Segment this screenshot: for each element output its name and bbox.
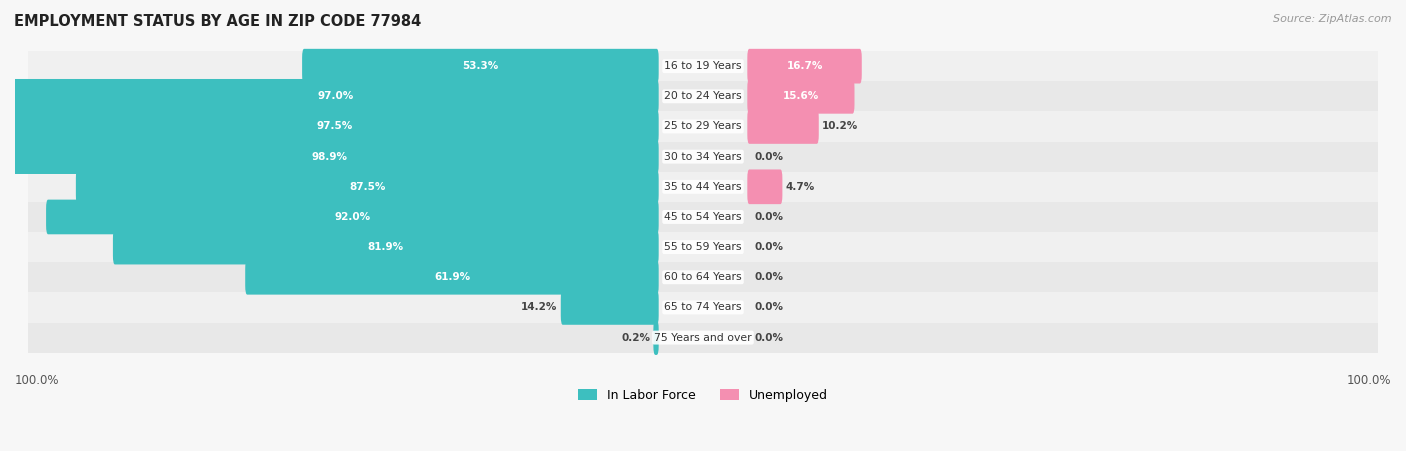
FancyBboxPatch shape [245, 260, 658, 295]
Text: 55 to 59 Years: 55 to 59 Years [664, 242, 742, 252]
Legend: In Labor Force, Unemployed: In Labor Force, Unemployed [572, 384, 834, 407]
Text: 65 to 74 Years: 65 to 74 Years [664, 303, 742, 313]
Text: 30 to 34 Years: 30 to 34 Years [664, 152, 742, 161]
Bar [28, 322, 1378, 353]
Bar [28, 292, 1378, 322]
Bar [28, 262, 1378, 292]
FancyBboxPatch shape [748, 109, 818, 144]
Text: 35 to 44 Years: 35 to 44 Years [664, 182, 742, 192]
FancyBboxPatch shape [76, 170, 658, 204]
Text: 4.7%: 4.7% [786, 182, 815, 192]
Bar [28, 111, 1378, 142]
Text: 75 Years and over: 75 Years and over [654, 332, 752, 343]
Bar [28, 142, 1378, 172]
Text: 0.0%: 0.0% [755, 212, 783, 222]
Text: 81.9%: 81.9% [368, 242, 404, 252]
Text: 45 to 54 Years: 45 to 54 Years [664, 212, 742, 222]
Text: Source: ZipAtlas.com: Source: ZipAtlas.com [1274, 14, 1392, 23]
Text: 16.7%: 16.7% [786, 61, 823, 71]
FancyBboxPatch shape [302, 49, 658, 83]
FancyBboxPatch shape [13, 79, 658, 114]
Text: 16 to 19 Years: 16 to 19 Years [664, 61, 742, 71]
Text: 25 to 29 Years: 25 to 29 Years [664, 121, 742, 132]
Text: 0.0%: 0.0% [755, 272, 783, 282]
Text: 0.0%: 0.0% [755, 332, 783, 343]
Text: EMPLOYMENT STATUS BY AGE IN ZIP CODE 77984: EMPLOYMENT STATUS BY AGE IN ZIP CODE 779… [14, 14, 422, 28]
Text: 15.6%: 15.6% [783, 92, 820, 101]
Text: 0.0%: 0.0% [755, 152, 783, 161]
FancyBboxPatch shape [10, 109, 658, 144]
Text: 61.9%: 61.9% [434, 272, 470, 282]
Text: 0.2%: 0.2% [621, 332, 650, 343]
Text: 100.0%: 100.0% [15, 374, 59, 387]
FancyBboxPatch shape [561, 290, 658, 325]
Text: 20 to 24 Years: 20 to 24 Years [664, 92, 742, 101]
Text: 98.9%: 98.9% [312, 152, 347, 161]
FancyBboxPatch shape [0, 139, 658, 174]
FancyBboxPatch shape [654, 320, 658, 355]
FancyBboxPatch shape [748, 49, 862, 83]
Text: 97.0%: 97.0% [318, 92, 354, 101]
Bar [28, 232, 1378, 262]
Bar [28, 172, 1378, 202]
FancyBboxPatch shape [112, 230, 658, 264]
Bar [28, 202, 1378, 232]
Text: 92.0%: 92.0% [335, 212, 370, 222]
Text: 0.0%: 0.0% [755, 242, 783, 252]
Bar [28, 81, 1378, 111]
Text: 0.0%: 0.0% [755, 303, 783, 313]
Text: 60 to 64 Years: 60 to 64 Years [664, 272, 742, 282]
FancyBboxPatch shape [748, 170, 782, 204]
Text: 53.3%: 53.3% [463, 61, 499, 71]
Text: 97.5%: 97.5% [316, 121, 353, 132]
Text: 100.0%: 100.0% [1347, 374, 1391, 387]
FancyBboxPatch shape [46, 200, 658, 235]
Text: 10.2%: 10.2% [823, 121, 858, 132]
Text: 87.5%: 87.5% [349, 182, 385, 192]
FancyBboxPatch shape [748, 79, 855, 114]
Text: 14.2%: 14.2% [522, 303, 557, 313]
Bar [28, 51, 1378, 81]
